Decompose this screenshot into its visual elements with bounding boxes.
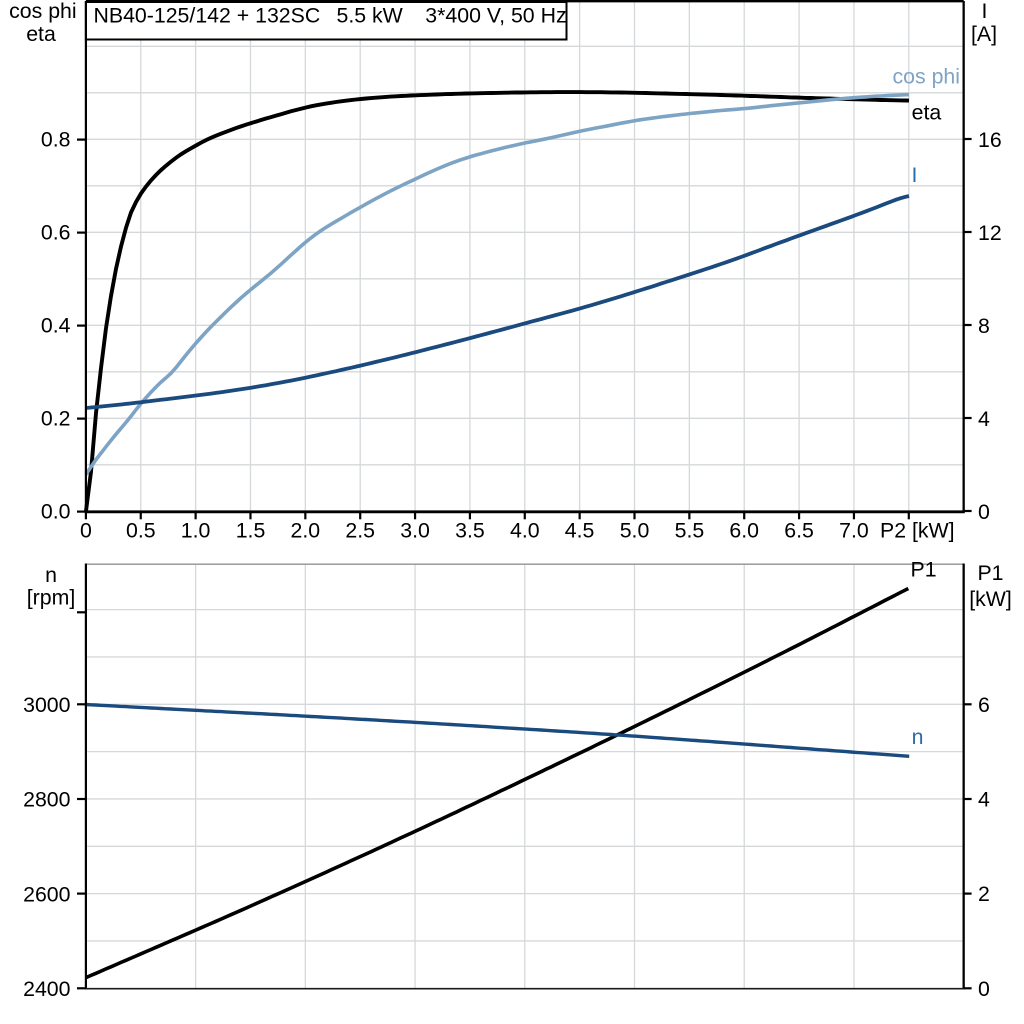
svg-text:1.5: 1.5 — [236, 519, 266, 543]
svg-text:0: 0 — [80, 519, 92, 543]
svg-text:n: n — [45, 563, 57, 587]
svg-text:6.5: 6.5 — [784, 519, 814, 543]
svg-text:[A]: [A] — [971, 22, 997, 46]
svg-text:cos phi: cos phi — [893, 64, 960, 88]
svg-text:2800: 2800 — [23, 788, 71, 812]
svg-text:5.5: 5.5 — [675, 519, 705, 543]
svg-text:2.5: 2.5 — [345, 519, 375, 543]
svg-text:2600: 2600 — [23, 882, 71, 906]
svg-text:0.4: 0.4 — [41, 314, 71, 338]
svg-text:3*400 V, 50 Hz: 3*400 V, 50 Hz — [425, 3, 566, 27]
svg-text:0.2: 0.2 — [41, 407, 71, 431]
svg-text:4.0: 4.0 — [510, 519, 540, 543]
svg-text:I: I — [912, 163, 918, 187]
svg-text:0: 0 — [978, 977, 990, 1001]
svg-text:eta: eta — [26, 22, 56, 46]
svg-text:6.0: 6.0 — [729, 519, 759, 543]
svg-text:P1: P1 — [911, 558, 937, 582]
svg-text:5.5 kW: 5.5 kW — [337, 3, 404, 27]
svg-text:5.0: 5.0 — [620, 519, 650, 543]
svg-text:[rpm]: [rpm] — [27, 586, 76, 610]
svg-text:[kW]: [kW] — [969, 587, 1012, 611]
svg-text:P1: P1 — [977, 561, 1003, 585]
svg-text:P2 [kW]: P2 [kW] — [880, 519, 955, 543]
svg-text:NB40-125/142 + 132SC: NB40-125/142 + 132SC — [94, 3, 321, 27]
svg-text:0.5: 0.5 — [126, 519, 156, 543]
svg-text:4: 4 — [978, 407, 990, 431]
svg-text:12: 12 — [978, 221, 1002, 245]
svg-text:7.0: 7.0 — [839, 519, 869, 543]
svg-text:0.6: 0.6 — [41, 221, 71, 245]
svg-text:8: 8 — [978, 314, 990, 338]
svg-text:2400: 2400 — [23, 977, 71, 1001]
svg-text:0.8: 0.8 — [41, 128, 71, 152]
svg-text:3.5: 3.5 — [455, 519, 485, 543]
svg-text:2: 2 — [978, 882, 990, 906]
svg-text:3000: 3000 — [23, 693, 71, 717]
svg-text:1.0: 1.0 — [181, 519, 211, 543]
svg-text:4: 4 — [978, 788, 990, 812]
svg-text:16: 16 — [978, 128, 1002, 152]
svg-text:0: 0 — [978, 500, 990, 524]
svg-text:n: n — [912, 725, 924, 749]
svg-text:I: I — [982, 0, 988, 23]
svg-text:0.0: 0.0 — [41, 500, 71, 524]
svg-text:cos phi: cos phi — [9, 0, 76, 23]
svg-text:eta: eta — [912, 100, 942, 124]
svg-text:4.5: 4.5 — [565, 519, 595, 543]
svg-text:6: 6 — [978, 693, 990, 717]
svg-text:2.0: 2.0 — [290, 519, 320, 543]
svg-text:3.0: 3.0 — [400, 519, 430, 543]
